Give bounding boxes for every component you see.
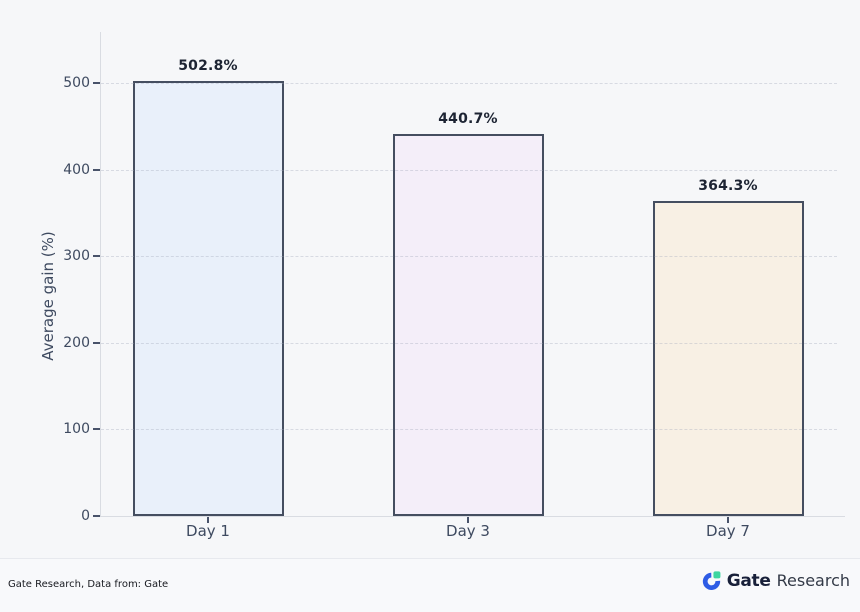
y-tick-mark <box>93 515 100 517</box>
chart-footer: Gate Research, Data from: Gate Gate Rese… <box>0 558 860 612</box>
logo-suffix-text: Research <box>776 571 850 590</box>
bar-day-3 <box>392 134 544 516</box>
x-tick-mark <box>727 517 729 523</box>
x-tick-mark <box>207 517 209 523</box>
gridline <box>101 429 837 431</box>
y-tick-mark <box>93 255 100 258</box>
y-tick-mark <box>93 428 100 431</box>
y-tick-mark <box>93 82 100 84</box>
x-tick-mark <box>467 517 469 523</box>
x-tick-label: Day 7 <box>706 522 750 540</box>
y-tick-label: 500 <box>63 75 90 91</box>
y-tick-label: 200 <box>63 334 90 351</box>
x-axis-spine <box>100 516 845 517</box>
x-tick-label: Day 3 <box>446 522 490 540</box>
bar-day-7 <box>652 200 804 516</box>
gridline <box>101 169 837 171</box>
bar-value-label: 440.7% <box>438 111 498 128</box>
gridline <box>101 342 837 344</box>
y-tick-label: 400 <box>63 161 90 178</box>
bar-value-label: 502.8% <box>178 57 238 74</box>
gate-logo-icon <box>702 571 721 591</box>
bar-value-label: 364.3% <box>698 177 758 194</box>
y-tick-label: 0 <box>81 508 90 524</box>
data-source-text: Gate Research, Data from: Gate <box>8 579 169 590</box>
gridline <box>101 83 837 84</box>
y-tick-label: 300 <box>63 248 90 265</box>
y-tick-label: 100 <box>63 421 90 438</box>
y-tick-mark <box>93 168 100 171</box>
gridline <box>101 256 837 258</box>
logo-brand-text: Gate <box>726 570 771 591</box>
bar-day-1 <box>132 80 284 516</box>
y-tick-mark <box>93 341 100 344</box>
y-axis-spine <box>100 32 101 516</box>
gate-research-logo: Gate Research <box>701 570 850 591</box>
x-tick-label: Day 1 <box>186 522 230 540</box>
